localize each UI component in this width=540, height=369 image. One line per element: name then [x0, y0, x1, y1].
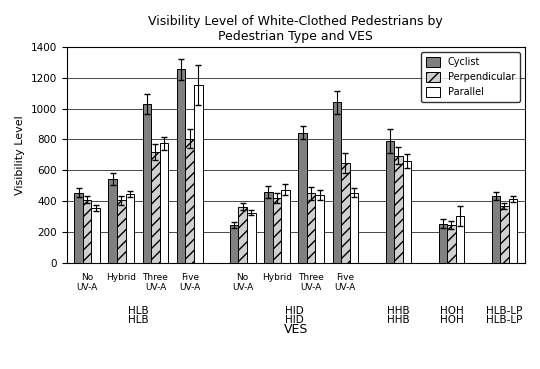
Bar	[447, 225, 456, 263]
Bar	[315, 195, 324, 263]
Bar	[194, 85, 202, 263]
Y-axis label: Visibility Level: Visibility Level	[15, 115, 25, 195]
Bar	[74, 193, 83, 263]
Bar	[491, 196, 500, 263]
Bar	[307, 193, 315, 263]
Bar	[185, 139, 194, 263]
Text: HHB: HHB	[387, 315, 410, 325]
Text: HHB: HHB	[387, 306, 410, 316]
Text: HLB: HLB	[128, 315, 148, 325]
Bar	[247, 213, 255, 263]
Bar	[151, 152, 160, 263]
Bar	[350, 193, 358, 263]
Bar	[403, 161, 411, 263]
Bar	[500, 206, 509, 263]
Bar	[177, 69, 185, 263]
Bar	[91, 208, 100, 263]
Legend: Cyclist, Perpendicular, Parallel: Cyclist, Perpendicular, Parallel	[421, 52, 520, 102]
Bar	[281, 190, 290, 263]
Bar	[83, 200, 91, 263]
Text: HID: HID	[285, 315, 303, 325]
Text: HLB: HLB	[128, 306, 148, 316]
Bar	[394, 156, 403, 263]
Bar	[509, 199, 517, 263]
Bar	[239, 207, 247, 263]
Bar	[109, 179, 117, 263]
Bar	[117, 200, 125, 263]
Text: HOH: HOH	[440, 306, 463, 316]
Bar	[160, 143, 168, 263]
Bar	[143, 104, 151, 263]
Bar	[386, 141, 394, 263]
Title: Visibility Level of White-Clothed Pedestrians by
Pedestrian Type and VES: Visibility Level of White-Clothed Pedest…	[148, 15, 443, 43]
Bar	[438, 224, 447, 263]
Bar	[264, 192, 273, 263]
Text: HID: HID	[285, 306, 303, 316]
Text: HLB-LP: HLB-LP	[487, 315, 523, 325]
Text: HOH: HOH	[440, 315, 463, 325]
Bar	[341, 163, 350, 263]
Bar	[456, 216, 464, 263]
Bar	[125, 194, 134, 263]
Bar	[298, 132, 307, 263]
Bar	[333, 103, 341, 263]
Bar	[230, 225, 239, 263]
Text: HLB-LP: HLB-LP	[487, 306, 523, 316]
Bar	[273, 198, 281, 263]
X-axis label: VES: VES	[284, 323, 308, 335]
